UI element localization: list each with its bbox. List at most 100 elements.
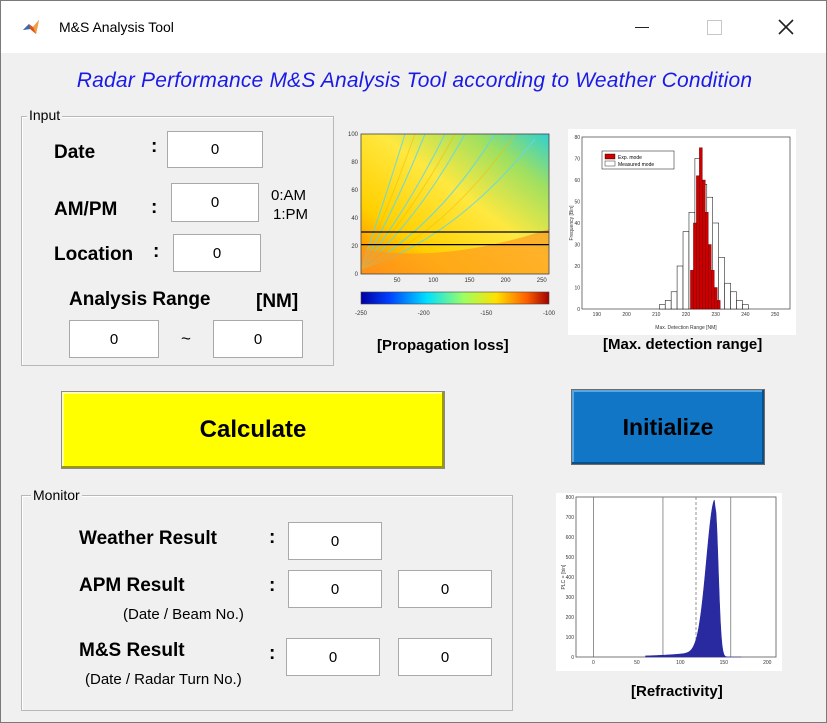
exp-bar [716,300,721,310]
detection-x-label: Max. Detection Range [NM] [655,325,717,331]
refractivity-y-tick: 100 [566,635,575,641]
refractivity-x-tick: 50 [634,660,640,666]
heatmap-y-tick: 100 [348,132,359,138]
location-field[interactable]: 0 [173,234,261,272]
propagation-loss-caption: [Propagation loss] [377,337,509,354]
measured-bar [742,304,749,310]
calculate-button[interactable]: Calculate [61,391,445,469]
refractivity-y-tick: 500 [566,555,575,561]
refractivity-caption: [Refractivity] [631,683,723,700]
apm-result-field-2[interactable]: 0 [398,570,492,608]
refractivity-x-tick: 100 [676,660,685,666]
detection-x-tick: 190 [593,312,602,318]
detection-y-tick: 30 [574,243,580,249]
ms-result-field-1[interactable]: 0 [286,638,380,676]
analysis-range-label: Analysis Range [69,289,211,310]
heatmap-y-ticks: 100 80 60 40 20 0 [348,132,359,278]
close-button[interactable] [763,9,809,45]
range-unit-label: [NM] [256,291,299,312]
initialize-button[interactable]: Initialize [571,389,765,465]
detection-y-tick: 70 [574,157,580,163]
detection-y-ticks: 80 70 60 50 40 30 20 10 0 [574,135,580,313]
colorbar-tick: -250 [355,311,368,317]
colorbar-tick: -100 [543,311,555,317]
refractivity-y-tick: 300 [566,595,575,601]
date-field[interactable]: 0 [167,131,263,168]
detection-x-tick: 210 [652,312,661,318]
colorbar-tick: -200 [418,311,431,317]
ms-result-field-2[interactable]: 0 [398,638,492,676]
exp-bar [714,287,718,310]
matlab-logo-icon [23,20,39,34]
legend-exp-label: Exp. mode [618,155,642,161]
close-icon [778,19,794,35]
heatmap-x-tick: 50 [394,278,401,284]
ampm-label: AM/PM [54,199,118,220]
detection-y-tick: 10 [574,286,580,292]
refractivity-y-label: PLC = [bin] [561,564,567,589]
location-colon: : [153,241,160,262]
heatmap-y-tick: 60 [351,188,358,194]
maximize-button[interactable] [691,9,737,45]
ms-colon: : [269,643,276,664]
detection-y-tick: 40 [574,221,580,227]
colorbar [360,291,550,305]
apm-result-field-1[interactable]: 0 [288,570,382,608]
detection-x-tick: 240 [741,312,750,318]
heatmap-y-tick: 40 [351,216,358,222]
detection-x-ticks: 190 200 210 220 230 240 250 [593,312,780,318]
measured-bar [670,291,678,310]
window-title: M&S Analysis Tool [59,19,174,35]
ampm-hint-am: 0:AM [271,187,307,204]
refractivity-x-tick: 150 [720,660,729,666]
heatmap-y-tick: 80 [351,160,358,166]
measured-bar [724,282,731,310]
weather-result-field[interactable]: 0 [288,522,382,560]
exp-bar [702,179,706,310]
measured-bar [736,300,743,310]
ampm-field[interactable]: 0 [171,183,259,222]
exp-bar [693,222,697,310]
title-bar[interactable]: M&S Analysis Tool [1,1,826,53]
refractivity-y-tick: 700 [566,515,575,521]
refractivity-y-ticks: 800 700 600 500 400 300 200 100 0 [566,495,575,661]
ampm-colon: : [151,197,158,218]
detection-x-tick: 200 [622,312,631,318]
heatmap-y-tick: 20 [351,244,358,250]
apm-result-label: APM Result [79,575,185,596]
legend-measured-label: Measured mode [618,162,654,168]
exp-bar [690,270,694,310]
ms-result-label: M&S Result [79,640,185,661]
detection-y-tick: 50 [574,200,580,206]
exp-bar [708,244,712,310]
refractivity-x-ticks: 0 50 100 150 200 [592,660,772,666]
refractivity-y-tick: 200 [566,615,575,621]
maximize-icon [706,19,722,35]
input-legend: Input [27,107,63,123]
exp-bar [705,212,709,310]
refractivity-plot: 800 700 600 500 400 300 200 100 0 0 50 100 150 200 P… [556,493,782,671]
range-to-field[interactable]: 0 [213,320,303,358]
heatmap-low-band [361,229,549,274]
measured-bar [682,231,690,310]
detection-y-tick: 60 [574,178,580,184]
refractivity-y-tick: 400 [566,575,575,581]
apm-colon: : [269,575,276,596]
detection-y-tick: 20 [574,264,580,270]
heatmap-x-tick: 150 [464,278,475,284]
measured-bar [676,265,684,310]
refractivity-y-tick: 0 [571,655,574,661]
refractivity-vlines [593,497,732,657]
detection-x-tick: 220 [682,312,691,318]
heatmap-y-tick: 0 [355,272,359,278]
detection-range-caption: [Max. detection range] [603,336,763,353]
apm-result-sub: (Date / Beam No.) [123,606,244,623]
detection-legend: Exp. mode Measured mode [601,150,675,170]
minimize-button[interactable] [619,9,665,45]
colorbar-ticks: -250 -200 -150 -100 [355,311,555,317]
ampm-hint-pm: 1:PM [273,206,309,223]
range-from-field[interactable]: 0 [69,320,159,358]
exp-bar [699,147,703,310]
